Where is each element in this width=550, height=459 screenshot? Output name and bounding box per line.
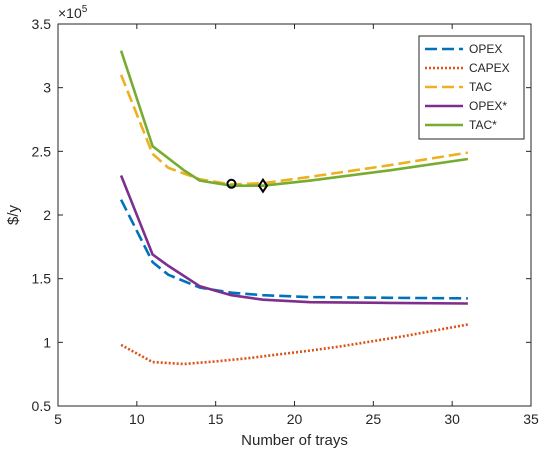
series-line-opex [119,199,468,300]
series-line-capex [120,323,469,366]
scale-note-base: ×10 [58,5,82,21]
optimum-diamond-marker [257,177,269,194]
y-tick-label: 1.5 [32,271,52,287]
legend-label: TAC* [469,118,497,132]
x-tick-label: 10 [129,411,145,427]
series-line-opexstar [119,175,468,305]
x-tick-label: 25 [366,411,382,427]
x-tick-label: 5 [54,411,62,427]
y-tick-label: 3 [43,80,51,96]
scale-note-exponent: 5 [82,4,88,15]
y-tick-label: 2.5 [32,143,52,159]
legend-label: CAPEX [469,61,510,75]
y-tick-label: 1 [43,334,51,350]
y-axis-scale-note: ×105 [58,4,88,21]
y-axis-label: $/y [5,204,22,225]
x-tick-label: 20 [287,411,303,427]
marker-layer [226,177,269,194]
series-line-tac [119,74,469,186]
series-line-tacstar [119,50,469,187]
series-layer [119,50,469,366]
y-tick-label: 2 [43,207,51,223]
legend-label: OPEX [469,42,502,56]
x-tick-label: 35 [523,411,539,427]
x-tick-label: 30 [444,411,460,427]
y-tick-label: 3.5 [32,16,52,32]
optimum-circle-marker [226,178,237,189]
x-tick-label: 15 [208,411,224,427]
legend-label: TAC [469,80,492,94]
y-tick-label: 0.5 [32,398,52,414]
legend: OPEX CAPEX TAC OPEX* TAC* [418,35,525,140]
tick-layer: 5 10 15 20 25 30 35 0.5 1 1.5 2 2.5 3 3.5 [32,16,539,427]
legend-label: OPEX* [469,99,507,113]
x-axis-label: Number of trays [241,432,348,449]
